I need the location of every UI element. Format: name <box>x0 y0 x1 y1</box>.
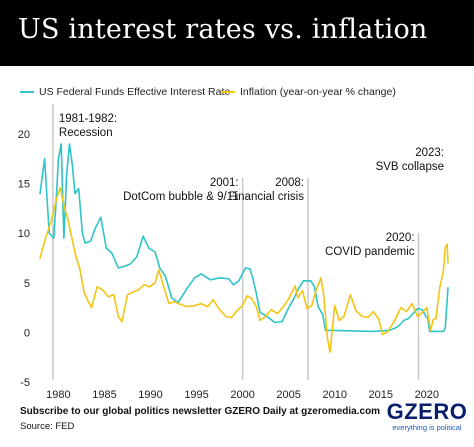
x-tick-label: 2015 <box>369 389 393 401</box>
x-tick-label: 2005 <box>276 389 300 401</box>
annotation-text: 2008: <box>275 177 304 189</box>
annotation-text: 1981-1982: <box>59 113 117 125</box>
legend-item-fed-funds: US Federal Funds Effective Interest Rate <box>20 86 230 98</box>
series-line-fed-funds <box>39 143 449 333</box>
x-tick-label: 1990 <box>138 389 162 401</box>
x-tick-label: 2000 <box>230 389 254 401</box>
y-tick-label: 15 <box>18 179 30 191</box>
page-title: US interest rates vs. inflation <box>18 14 428 45</box>
y-tick-label: -5 <box>20 377 30 389</box>
y-tick-label: 20 <box>18 129 30 141</box>
annotation-text: Financial crisis <box>229 191 305 203</box>
subscribe-note: Subscribe to our global politics newslet… <box>20 406 381 417</box>
gzero-logo: GZERO everything is political <box>386 401 468 433</box>
legend-label-inflation: Inflation (year-on-year % change) <box>240 86 396 98</box>
x-tick-label: 1995 <box>184 389 208 401</box>
annotation-text: COVID pandemic <box>325 246 415 258</box>
logo-tagline: everything is political <box>392 423 462 432</box>
annotation-text: 2020: <box>386 232 415 244</box>
legend-swatch-fed-funds <box>20 91 34 93</box>
x-tick-label: 2020 <box>415 389 439 401</box>
legend-item-inflation: Inflation (year-on-year % change) <box>221 86 396 98</box>
y-tick-label: 10 <box>18 228 30 240</box>
legend-swatch-inflation <box>221 91 235 93</box>
x-tick-label: 1985 <box>92 389 116 401</box>
x-tick-label: 2010 <box>322 389 346 401</box>
annotation-text: Recession <box>59 127 113 139</box>
y-tick-label: 0 <box>24 327 30 339</box>
annotation-text: 2001: <box>210 177 239 189</box>
legend-label-fed-funds: US Federal Funds Effective Interest Rate <box>39 86 231 98</box>
annotation-text: DotCom bubble & 9/11 <box>123 191 239 203</box>
x-tick-label: 1980 <box>46 389 70 401</box>
logo-wordmark: GZERO <box>386 399 468 424</box>
y-tick-label: 5 <box>24 278 30 290</box>
series-line-inflation <box>39 186 449 353</box>
annotation-text: 2023: <box>415 147 444 159</box>
source-note: Source: FED <box>20 421 75 432</box>
title-banner: US interest rates vs. inflation <box>0 0 474 66</box>
chart-legend: US Federal Funds Effective Interest Rate… <box>0 86 474 104</box>
annotation-text: SVB collapse <box>376 161 444 173</box>
